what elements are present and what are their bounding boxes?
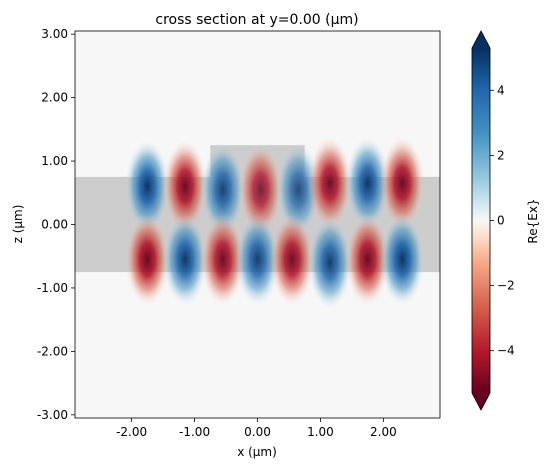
y-tick-label-5: -2.00	[37, 344, 68, 358]
y-tick-label-0: 3.00	[41, 27, 68, 41]
field-lobe-6	[345, 137, 390, 230]
y-axis: 3.00 2.00 1.00 0.00 -1.00 -2.00 -3.00	[37, 27, 75, 422]
colorbar-extend-top	[472, 31, 490, 48]
x-axis-label: x (μm)	[237, 445, 277, 459]
field-lobe-14	[345, 213, 390, 306]
field-lobe-15	[380, 213, 425, 306]
x-tick-label-0: -2.00	[116, 425, 147, 439]
x-tick-label-3: 1.00	[307, 425, 334, 439]
y-axis-label: z (μm)	[11, 205, 25, 244]
y-tick-label-4: -1.00	[37, 281, 68, 295]
field-lobes-layer	[125, 137, 425, 309]
x-tick-label-2: 0.00	[244, 425, 271, 439]
field-lobe-7	[380, 137, 425, 230]
colorbar-tick-label-1: 2	[497, 148, 505, 162]
y-tick-label-1: 2.00	[41, 91, 68, 105]
field-lobe-12	[270, 213, 315, 306]
y-tick-label-3: 0.00	[41, 218, 68, 232]
y-tick-label-6: -3.00	[37, 408, 68, 422]
field-lobe-2	[200, 143, 245, 236]
field-lobe-11	[235, 213, 280, 306]
colorbar-bar	[472, 48, 490, 393]
field-lobe-3	[238, 143, 283, 236]
field-lobe-8	[125, 213, 170, 306]
colorbar-tick-label-4: −4	[497, 344, 515, 358]
plot-area	[75, 31, 440, 418]
field-lobe-0	[125, 140, 170, 233]
x-axis: -2.00 -1.00 0.00 1.00 2.00	[116, 418, 397, 439]
colorbar-tick-label-2: 0	[497, 214, 505, 228]
chart-title: cross section at y=0.00 (μm)	[155, 12, 358, 28]
colorbar-ticks: 4 2 0 −2 −4	[490, 83, 515, 358]
colorbar-outline	[471, 30, 491, 411]
x-tick-label-1: -1.00	[179, 425, 210, 439]
field-lobe-10	[200, 213, 245, 306]
colorbar-tick-label-3: −2	[497, 279, 515, 293]
field-lobe-9	[163, 213, 208, 306]
x-tick-label-4: 2.00	[370, 425, 397, 439]
y-tick-label-2: 1.00	[41, 154, 68, 168]
field-lobe-5	[307, 137, 352, 230]
field-lobe-1	[163, 140, 208, 233]
colorbar-tick-label-0: 4	[497, 83, 505, 97]
colorbar: 4 2 0 −2 −4	[471, 30, 515, 411]
colorbar-label: Re{Ex}	[526, 198, 540, 243]
colorbar-extend-bottom	[472, 393, 490, 410]
field-lobe-13	[307, 216, 352, 309]
